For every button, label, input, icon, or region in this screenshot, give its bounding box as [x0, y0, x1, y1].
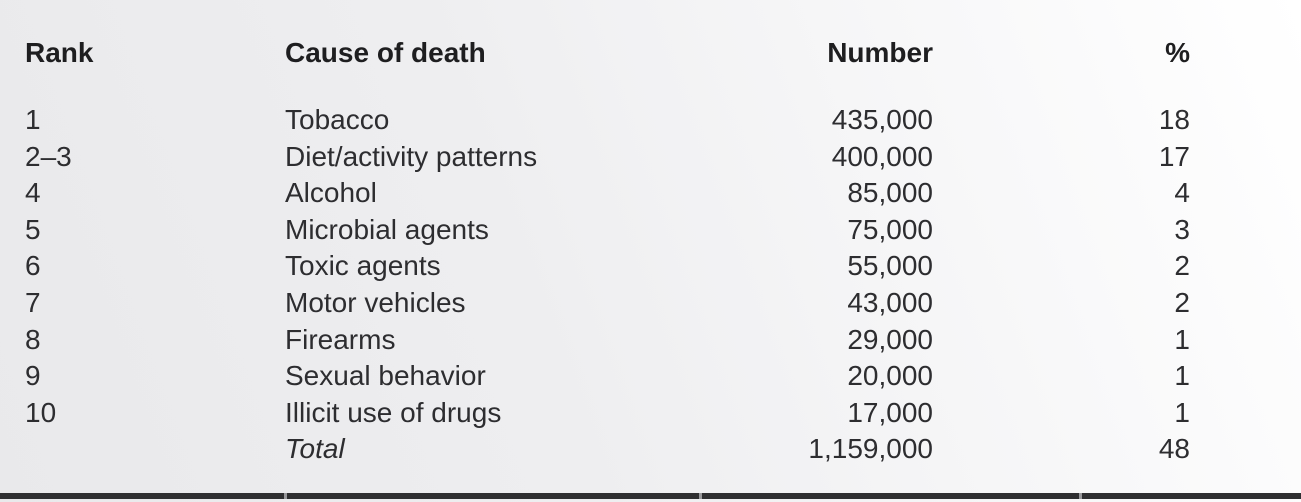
cause-cell: Tobacco	[285, 104, 390, 135]
cause-cell: Motor vehicles	[285, 286, 466, 318]
rank-cell: 1	[25, 104, 41, 135]
rank-cell: 5	[25, 213, 41, 245]
rank-cell: 6	[25, 250, 41, 282]
rank-cell: 2–3	[25, 140, 72, 172]
percent-cell: 3	[1174, 213, 1190, 245]
cause-cell: Illicit use of drugs	[285, 396, 502, 428]
number-cell: 75,000	[847, 213, 933, 245]
number-cell: 43,000	[847, 286, 933, 318]
number-cell: 400,000	[831, 140, 933, 172]
cause-cell: Microbial agents	[285, 213, 489, 245]
number-cell: 29,000	[847, 323, 933, 355]
table-row: 2–3 Diet/activity patterns 400,000 17	[0, 139, 1301, 176]
total-percent-cell: 48	[1158, 433, 1190, 465]
rank-cell: 10	[25, 396, 57, 428]
header-percent: %	[1165, 37, 1190, 68]
percent-cell: 1	[1174, 323, 1190, 355]
rank-cell: 4	[25, 177, 41, 209]
cause-cell: Toxic agents	[285, 250, 441, 282]
total-label: Total	[285, 433, 345, 465]
percent-cell: 2	[1174, 250, 1190, 282]
table-total-row: Total 1,159,000 48	[0, 431, 1301, 468]
table-body: 1 Tobacco 435,000 18 2–3 Diet/activity p…	[0, 102, 1301, 468]
number-cell: 20,000	[847, 360, 933, 392]
number-cell: 435,000	[831, 104, 933, 135]
table-row: 5 Microbial agents 75,000 3	[0, 212, 1301, 249]
cause-cell: Sexual behavior	[285, 360, 486, 392]
table-row: 8 Firearms 29,000 1	[0, 322, 1301, 359]
table-row: 4 Alcohol 85,000 4	[0, 175, 1301, 212]
percent-cell: 4	[1174, 177, 1190, 209]
number-cell: 55,000	[847, 250, 933, 282]
rank-cell: 9	[25, 360, 41, 392]
percent-cell: 2	[1174, 286, 1190, 318]
cause-cell: Firearms	[285, 323, 396, 355]
number-cell: 17,000	[847, 396, 933, 428]
table-bottom-rule	[0, 493, 1301, 499]
table-row: 7 Motor vehicles 43,000 2	[0, 285, 1301, 322]
table-row: 1 Tobacco 435,000 18	[0, 102, 1301, 139]
rank-cell: 8	[25, 323, 41, 355]
cause-cell: Alcohol	[285, 177, 377, 209]
header-number: Number	[827, 37, 933, 68]
percent-cell: 18	[1158, 104, 1190, 135]
percent-cell: 1	[1174, 360, 1190, 392]
percent-cell: 1	[1174, 396, 1190, 428]
cause-cell: Diet/activity patterns	[285, 140, 538, 172]
table-row: 10 Illicit use of drugs 17,000 1	[0, 395, 1301, 432]
number-cell: 85,000	[847, 177, 933, 209]
rank-cell: 7	[25, 286, 41, 318]
table-row: 6 Toxic agents 55,000 2	[0, 248, 1301, 285]
header-rank: Rank	[25, 37, 94, 68]
table-row: 9 Sexual behavior 20,000 1	[0, 358, 1301, 395]
table-header-row: Rank Cause of death Number %	[0, 38, 1301, 68]
header-cause-of-death: Cause of death	[285, 37, 486, 68]
percent-cell: 17	[1158, 140, 1190, 172]
total-number-cell: 1,159,000	[808, 433, 933, 465]
